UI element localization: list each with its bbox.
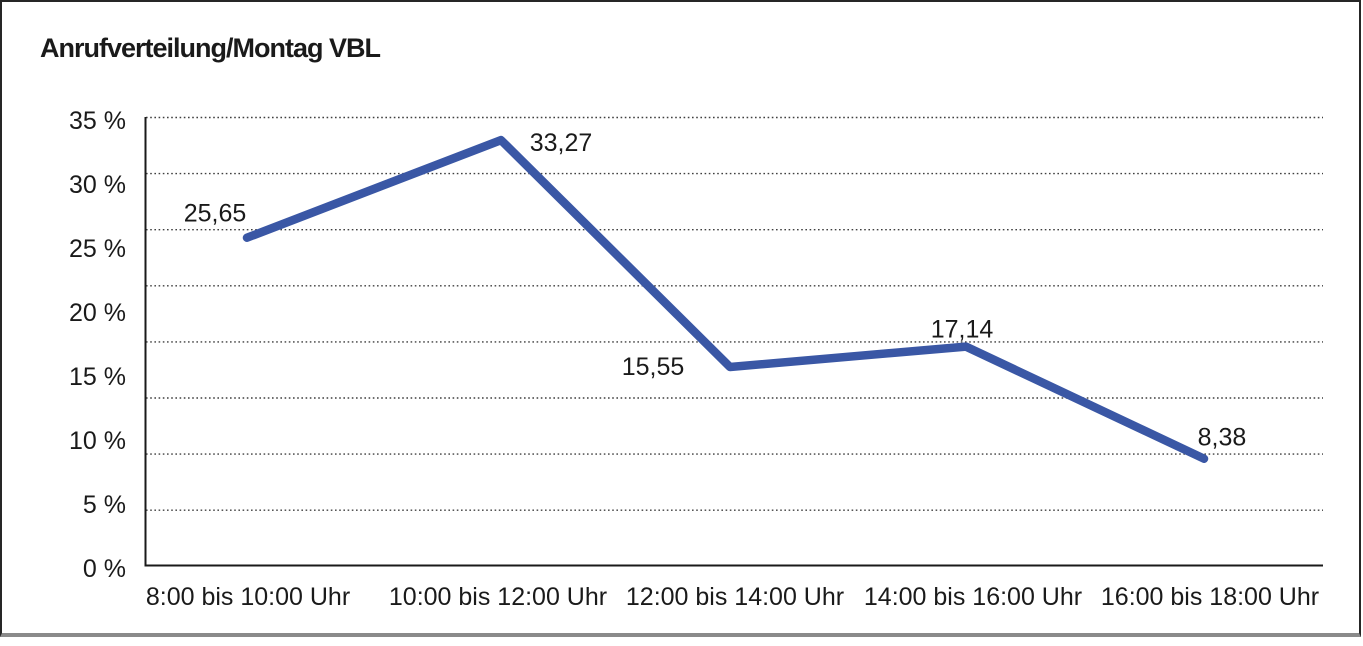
data-point-label: 8,38 [1198, 424, 1247, 452]
y-tick-label: 30 % [69, 171, 126, 199]
data-point-label: 17,14 [931, 316, 994, 344]
data-point-label: 25,65 [184, 200, 247, 228]
data-point-label: 15,55 [622, 353, 685, 381]
y-tick-label: 25 % [69, 235, 126, 263]
y-tick-label: 5 % [83, 491, 126, 519]
x-tick-label: 10:00 bis 12:00 Uhr [389, 583, 607, 611]
x-tick-label: 14:00 bis 16:00 Uhr [864, 583, 1082, 611]
x-tick-labels: 8:00 bis 10:00 Uhr 10:00 bis 12:00 Uhr 12:… [146, 583, 1319, 611]
axes [144, 117, 1323, 567]
data-series-line [242, 135, 1209, 463]
y-tick-label: 35 % [69, 107, 126, 135]
data-point-label: 33,27 [530, 129, 593, 157]
y-tick-label: 20 % [69, 299, 126, 327]
y-tick-label: 0 % [83, 555, 126, 583]
y-tick-label: 15 % [69, 363, 126, 391]
x-tick-label: 12:00 bis 14:00 Uhr [626, 583, 844, 611]
x-tick-label: 8:00 bis 10:00 Uhr [146, 583, 350, 611]
gridlines [146, 116, 1323, 511]
y-tick-label: 10 % [69, 427, 126, 455]
y-tick-labels: 0 % 5 % 10 % 15 % 20 % 25 % 30 % 35 % [69, 107, 126, 583]
x-tick-label: 16:00 bis 18:00 Uhr [1101, 583, 1319, 611]
chart-title: Anrufverteilung/Montag VBL [40, 33, 381, 63]
data-point-labels: 25,65 33,27 15,55 17,14 8,38 [184, 129, 1247, 452]
